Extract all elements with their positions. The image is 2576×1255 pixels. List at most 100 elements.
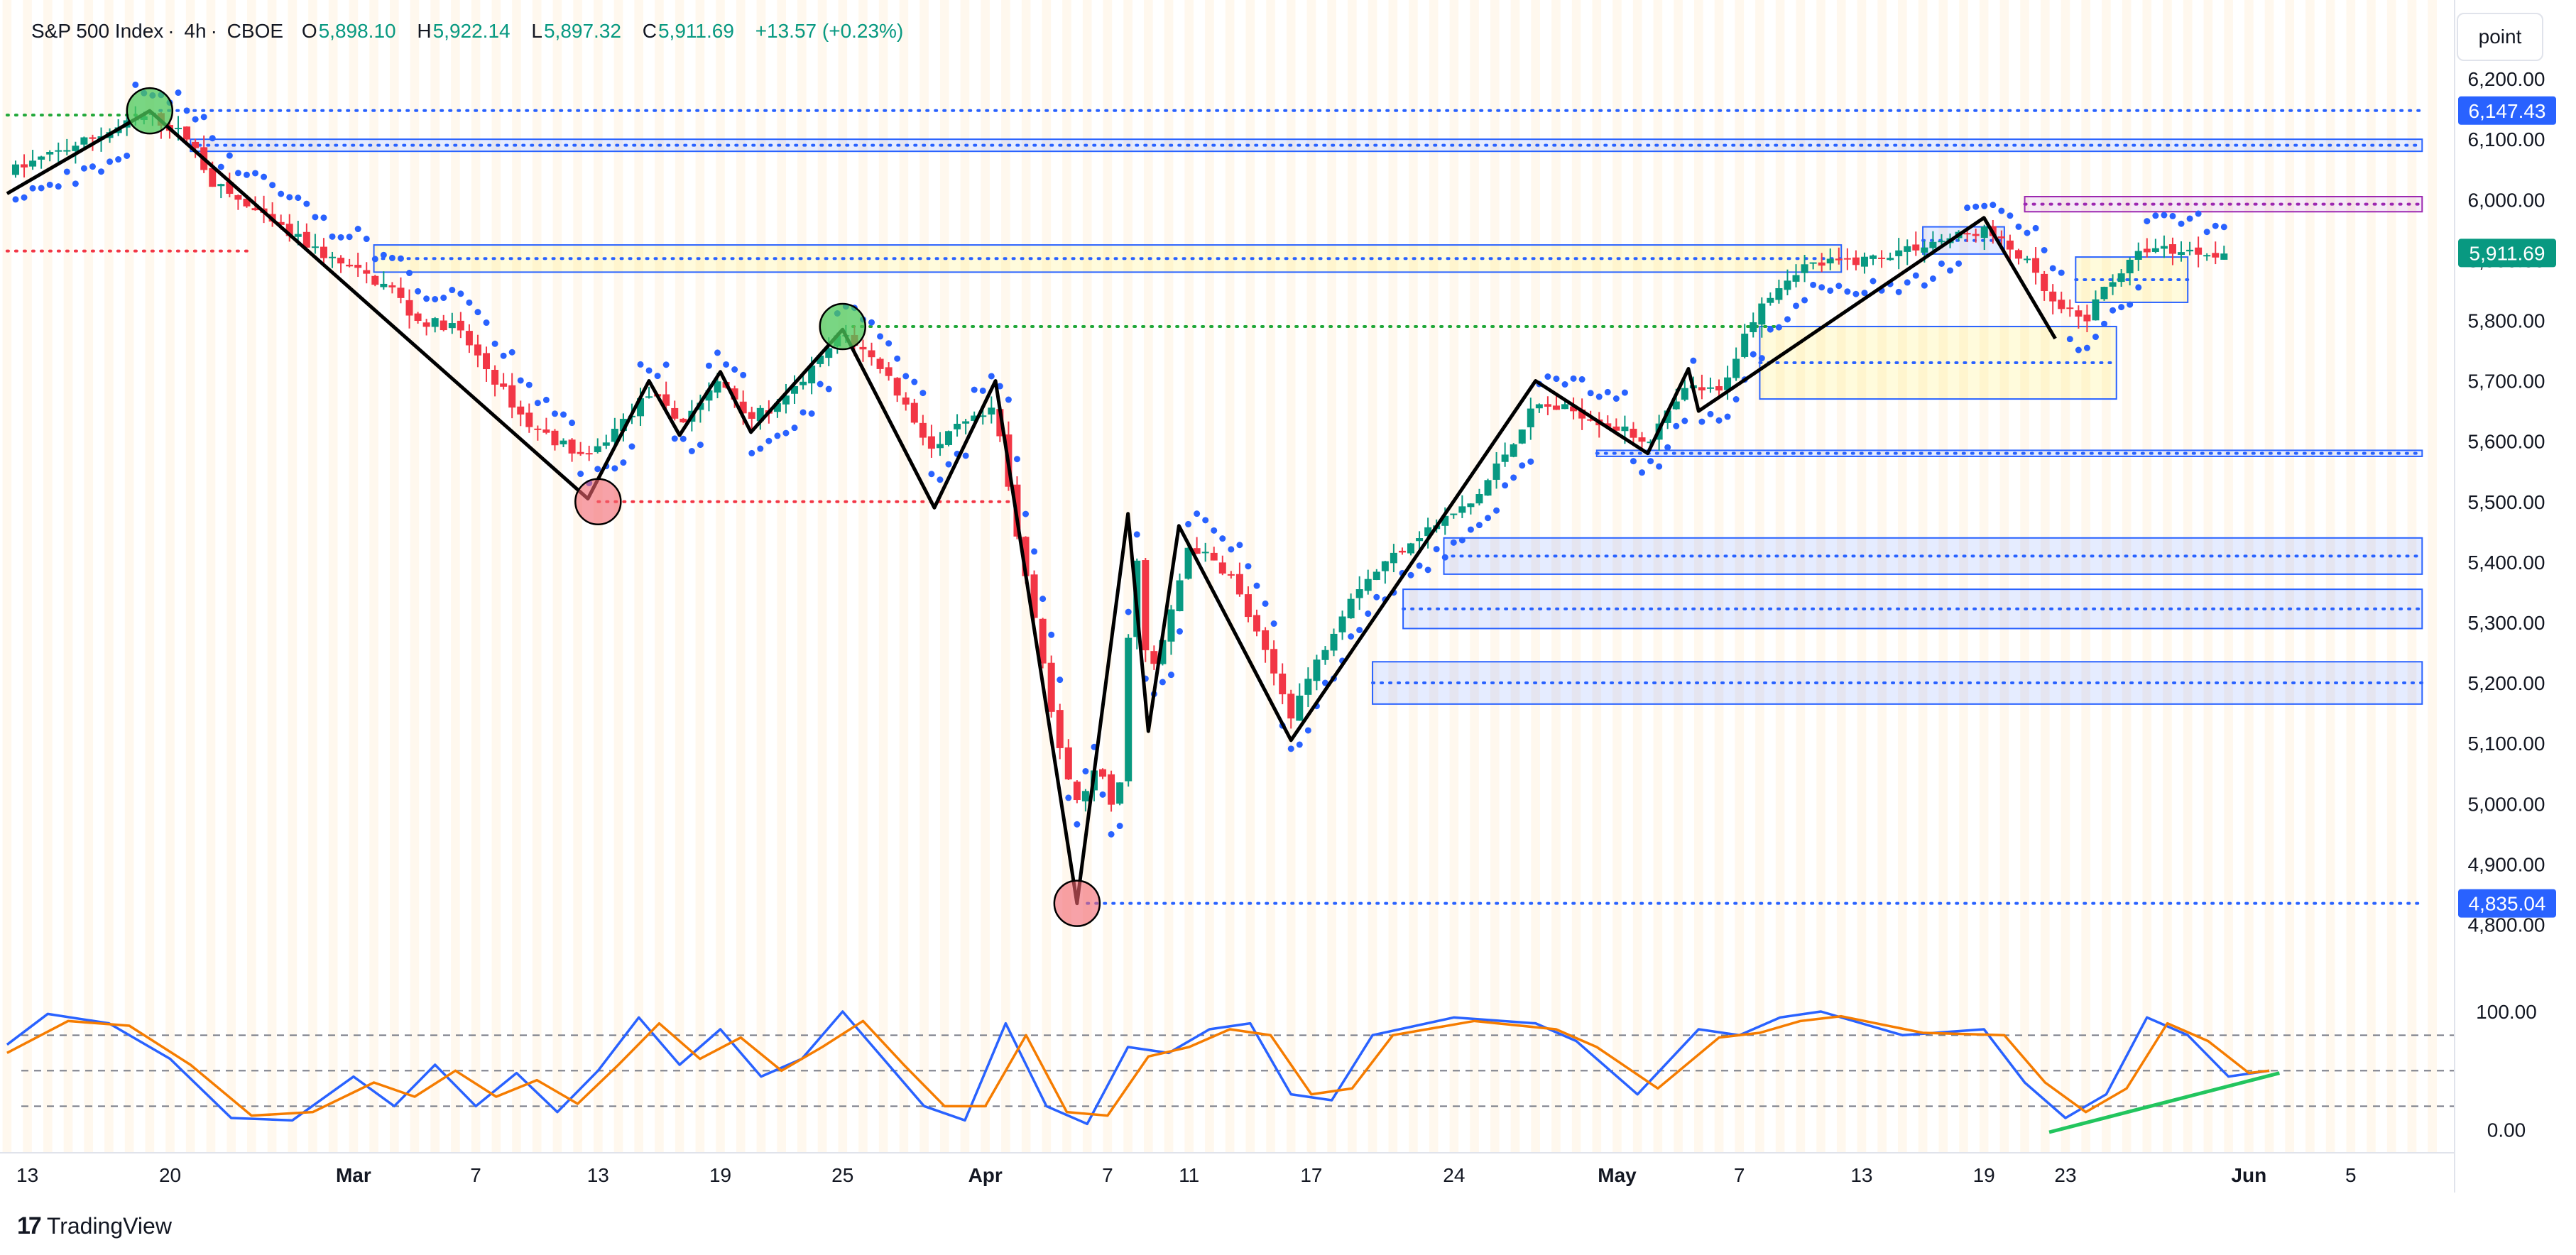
sar-dot — [243, 171, 250, 178]
session-band — [756, 0, 766, 1153]
price-axis[interactable]: 4,800.004,900.005,000.005,100.005,200.00… — [2468, 68, 2545, 1141]
sar-dot — [1194, 510, 1201, 517]
sar-dot — [1416, 562, 1423, 569]
last-price-tag-bg — [2458, 239, 2556, 268]
session-band — [1470, 0, 1479, 1153]
sar-dot — [2203, 229, 2210, 236]
session-band — [919, 0, 929, 1153]
symbol-name[interactable]: S&P 500 Index — [31, 20, 164, 42]
sar-dot — [945, 461, 952, 468]
sar-dot — [483, 319, 490, 327]
candle-body — [2006, 240, 2014, 250]
candle-body — [1475, 494, 1483, 504]
candle-body — [1929, 241, 1937, 248]
sar-dot — [1544, 373, 1551, 380]
session-band — [838, 0, 848, 1153]
time-tick-label: 7 — [470, 1164, 481, 1186]
candle-body — [2178, 252, 2185, 256]
candlestick-series — [11, 106, 2228, 812]
session-band — [451, 0, 460, 1153]
sar-dot — [1348, 633, 1355, 640]
sar-dot — [1253, 582, 1260, 589]
candle-body — [311, 246, 319, 248]
sar-dot — [1057, 676, 1064, 684]
sar-dot — [449, 287, 456, 294]
sar-dot — [1502, 482, 1509, 489]
sar-dot — [705, 362, 712, 369]
swing-high-marker — [126, 87, 174, 135]
candle-body — [2117, 273, 2125, 283]
sar-dot — [1133, 531, 1140, 538]
sar-dot — [397, 255, 404, 262]
sar-dot — [2032, 224, 2039, 231]
sar-dot — [1784, 316, 1791, 323]
candle-body — [1518, 429, 1526, 444]
session-band — [613, 0, 623, 1153]
candle-body — [979, 415, 987, 417]
sar-dot — [1852, 290, 1860, 297]
sar-dot — [1202, 517, 1209, 524]
sar-dot — [1219, 535, 1226, 542]
brand-name: TradingView — [46, 1213, 172, 1239]
sar-dot — [252, 170, 259, 177]
sar-dot — [2101, 320, 2108, 327]
sar-dot — [1870, 278, 1877, 285]
candle-body — [756, 407, 764, 422]
session-band — [777, 0, 786, 1153]
sar-dot — [1835, 283, 1843, 290]
session-band — [2081, 0, 2090, 1153]
sar-dot — [115, 156, 122, 163]
session-band — [124, 0, 134, 1153]
candle-body — [936, 444, 944, 449]
sar-dot — [38, 185, 45, 192]
sar-dot — [594, 466, 601, 473]
candle-body — [2075, 310, 2083, 317]
sar-dot — [226, 152, 233, 159]
price-unit-button[interactable]: point — [2457, 13, 2543, 61]
tradingview-brand[interactable]: 17 TradingView — [17, 1212, 172, 1240]
candle-body — [1904, 246, 1911, 252]
close-label: C — [642, 20, 657, 42]
sar-dot — [380, 251, 387, 258]
sar-dot — [1561, 381, 1568, 388]
time-tick-label: 13 — [587, 1164, 609, 1186]
candle-body — [1587, 419, 1595, 421]
sar-dot — [1013, 456, 1020, 463]
candle-body — [175, 128, 182, 130]
price-tick-label: 6,200.00 — [2468, 68, 2545, 90]
level-price-tag: 6,147.43 — [2469, 100, 2546, 122]
sar-dot — [1673, 422, 1680, 429]
sar-dot — [2066, 336, 2073, 343]
sar-dot — [1270, 620, 1277, 628]
candle-body — [354, 265, 362, 268]
candle-body — [1039, 618, 1047, 664]
candle-body — [2092, 299, 2100, 321]
time-axis[interactable]: 13 20 Mar 7 13 19 25 Apr 7 11 17 24 May 7 13 19 23 Jun 5 — [16, 1164, 2357, 1186]
candle-body — [1544, 404, 1551, 407]
time-tick-label: 19 — [709, 1164, 731, 1186]
sar-dot — [723, 361, 730, 368]
session-band — [2142, 0, 2152, 1153]
candle-body — [714, 381, 721, 393]
candle-body — [1715, 386, 1723, 391]
sar-dot — [466, 299, 473, 306]
session-band — [1164, 0, 1174, 1153]
sar-dot — [680, 435, 687, 442]
candle-body — [2195, 247, 2203, 255]
symbol-interval[interactable]: 4h — [184, 20, 207, 42]
candle-body — [1980, 226, 1988, 239]
session-band — [1103, 0, 1113, 1153]
last-price-tag: 5,911.69 — [2469, 242, 2545, 264]
candle-body — [637, 398, 645, 417]
sar-dot — [996, 383, 1003, 390]
candle-body — [1364, 579, 1372, 591]
candle-body — [868, 350, 875, 358]
session-band — [1368, 0, 1377, 1153]
session-band — [655, 0, 664, 1153]
candle-body — [346, 264, 354, 267]
sar-dot — [508, 349, 515, 356]
sar-dot — [209, 135, 216, 142]
sar-dot — [825, 385, 832, 393]
sar-dot — [1570, 375, 1577, 382]
